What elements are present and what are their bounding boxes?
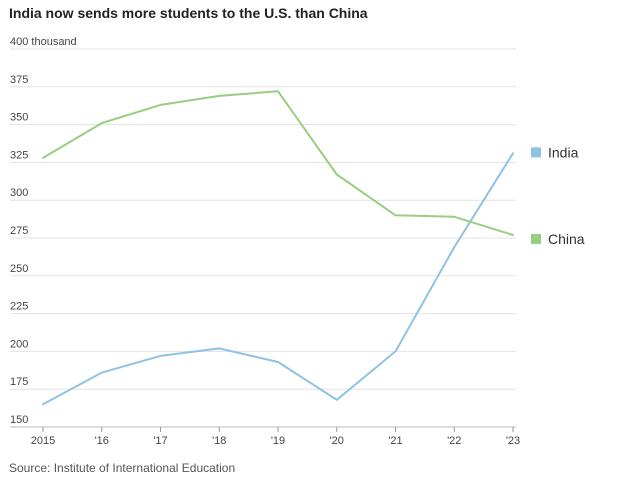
x-tick-label: '19 [271, 435, 285, 447]
x-tick-label: '17 [153, 435, 167, 447]
legend: India China [531, 144, 585, 247]
x-axis-ticks: 2015 '16 '17 '18 '19 '20 '21 '22 '23 [31, 427, 520, 447]
y-tick-label-375: 375 [10, 74, 28, 86]
y-tick-label-150: 150 [10, 414, 28, 426]
y-tick-label-225: 225 [10, 301, 28, 313]
y-axis-ticks: 150 175 200 225 250 275 300 325 350 375 400 thousa… [10, 36, 77, 426]
china-legend-swatch [531, 233, 541, 244]
x-tick-label: '23 [506, 435, 520, 447]
chart-title: India now sends more students to the U.S… [9, 5, 368, 21]
y-tick-label-275: 275 [10, 225, 28, 237]
series-lines [42, 90, 514, 406]
china-legend-label: China [548, 231, 585, 247]
x-tick-label: 2015 [31, 435, 55, 447]
y-tick-label-325: 325 [10, 149, 28, 161]
y-tick-label-250: 250 [10, 263, 28, 275]
y-tick-label-350: 350 [10, 112, 28, 124]
x-tick-label: '20 [330, 435, 344, 447]
x-tick-label: '22 [447, 435, 461, 447]
india-series-line [42, 152, 514, 406]
gridlines [10, 48, 516, 428]
india-legend-swatch [531, 147, 541, 158]
source-note: Source: Institute of International Educa… [9, 461, 236, 475]
x-tick-label: '16 [95, 435, 109, 447]
y-tick-label-175: 175 [10, 376, 28, 388]
y-tick-label-200: 200 [10, 338, 28, 350]
y-tick-label-300: 300 [10, 187, 28, 199]
china-series-line [42, 90, 514, 236]
india-legend-label: India [548, 144, 579, 160]
y-tick-label-400: 400 thousand [10, 36, 77, 48]
x-tick-label: '21 [388, 435, 402, 447]
x-tick-label: '18 [212, 435, 226, 447]
